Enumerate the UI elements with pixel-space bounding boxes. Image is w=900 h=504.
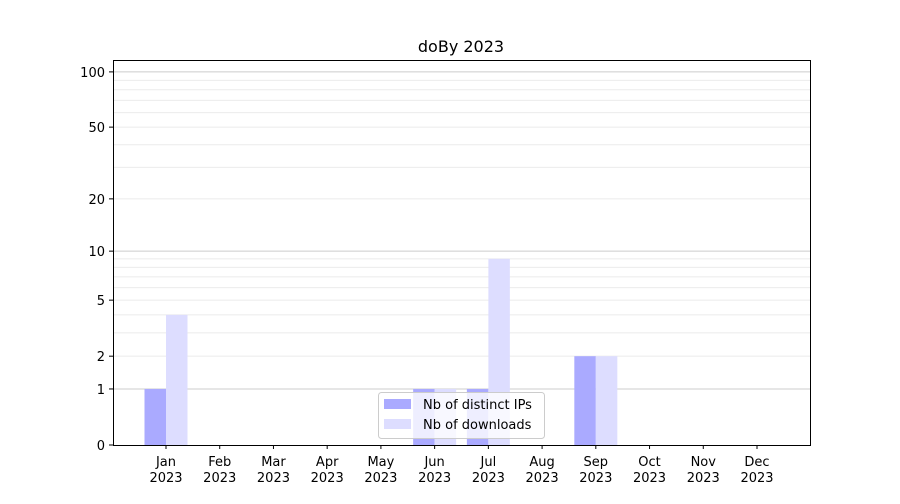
y-tick-label: 50 bbox=[88, 121, 105, 136]
x-tick-label: Feb 2023 bbox=[203, 455, 236, 486]
x-tick-label: Jun 2023 bbox=[418, 455, 451, 486]
bar-downloads bbox=[595, 356, 618, 445]
bar-distinct-ips bbox=[144, 388, 166, 445]
x-tick-label: Apr 2023 bbox=[311, 455, 344, 486]
y-tick-label: 100 bbox=[80, 66, 105, 81]
x-tick-label: Mar 2023 bbox=[257, 455, 290, 486]
bar-distinct-ips bbox=[574, 356, 596, 445]
x-tick-label: Aug 2023 bbox=[526, 455, 559, 486]
bar-downloads bbox=[166, 314, 188, 445]
x-tick-label: Sep 2023 bbox=[579, 455, 612, 486]
x-tick-label: May 2023 bbox=[364, 455, 397, 486]
legend-label: Nb of distinct IPs bbox=[423, 398, 532, 413]
legend-swatch bbox=[384, 399, 411, 409]
chart-title: doBy 2023 bbox=[418, 37, 504, 56]
legend-swatch bbox=[384, 419, 411, 429]
y-tick-label: 2 bbox=[97, 350, 105, 365]
x-tick-label: Jul 2023 bbox=[472, 455, 505, 486]
y-tick-label: 1 bbox=[97, 383, 105, 398]
legend-label: Nb of downloads bbox=[423, 418, 532, 433]
x-tick-label: Oct 2023 bbox=[633, 455, 666, 486]
x-tick-label: Jan 2023 bbox=[149, 455, 182, 486]
y-tick-label: 0 bbox=[97, 439, 105, 454]
legend-box bbox=[378, 392, 545, 439]
y-tick-label: 5 bbox=[97, 294, 105, 309]
plot-frame bbox=[113, 60, 811, 446]
y-tick-label: 10 bbox=[88, 245, 105, 260]
x-tick-label: Nov 2023 bbox=[687, 455, 720, 486]
x-tick-label: Dec 2023 bbox=[740, 455, 773, 486]
legend: Nb of distinct IPs Nb of downloads bbox=[378, 392, 545, 439]
y-tick-label: 20 bbox=[88, 193, 105, 208]
